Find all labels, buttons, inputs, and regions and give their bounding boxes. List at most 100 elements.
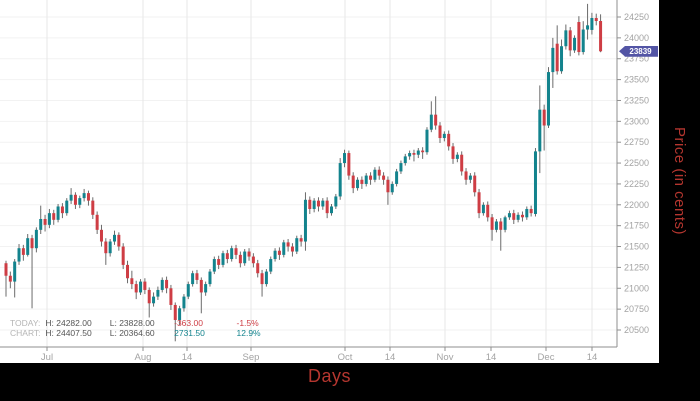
candle-body [438, 125, 442, 139]
y-tick-label: 21250 [624, 262, 649, 272]
candle-body [429, 114, 433, 130]
candle-body [225, 253, 229, 260]
candle-body [156, 289, 160, 297]
candle-body [520, 214, 524, 218]
y-tick-label: 23250 [624, 95, 649, 105]
candle-body [295, 238, 299, 252]
x-tick-label: Jul [41, 352, 53, 363]
candle-body [234, 248, 238, 255]
candle-body [212, 259, 216, 272]
candle-body [299, 238, 303, 242]
y-tick-label: 24250 [624, 12, 649, 22]
candle-body [442, 133, 446, 139]
candle-body [473, 175, 477, 193]
candle-body [238, 254, 242, 264]
candle-body [594, 18, 598, 22]
legend-today-change: -363.00 [174, 318, 203, 328]
candle-body [134, 284, 138, 293]
candle-body [130, 278, 134, 285]
candle-body [590, 18, 594, 30]
legend-today-low: L: 23828.00 [109, 318, 155, 328]
y-axis-title: Price (in cents) [671, 127, 688, 236]
candle-body [282, 242, 286, 255]
candle-body [117, 234, 121, 247]
y-tick-label: 21000 [624, 283, 649, 293]
candle-body [186, 284, 190, 297]
candle-body [126, 264, 130, 279]
candle-body [221, 253, 225, 265]
candle-body [360, 179, 364, 184]
x-tick-label: 14 [587, 352, 598, 363]
candle-body [95, 214, 99, 230]
candle-body [65, 200, 69, 214]
candlestick-chart[interactable]: 20500 20750 21000 21250 21500 21750 22000 22250… [0, 0, 659, 363]
candle-body [408, 153, 412, 157]
candle-body [481, 204, 485, 214]
candle-body [82, 193, 86, 199]
candle-body [104, 241, 108, 254]
y-tick-label: 22250 [624, 179, 649, 189]
candle-body [547, 72, 550, 126]
legend-chart-change: 2731.50 [174, 327, 205, 338]
chart-panel: 20500 20750 21000 21250 21500 21750 22000 22250… [0, 0, 659, 363]
candle-body [30, 238, 34, 249]
candle-body [369, 175, 373, 180]
candle-body [377, 169, 381, 176]
legend-chart-pct: 12.9% [236, 327, 261, 338]
candle-body [464, 171, 468, 180]
candle-body [191, 273, 195, 285]
x-tick-label: Aug [135, 352, 152, 363]
y-tick-label: 23000 [624, 116, 649, 126]
legend-today-label: TODAY: [10, 318, 41, 328]
legend-today-pct: -1.5% [236, 318, 259, 328]
candle-body [568, 30, 572, 51]
candle-body [21, 248, 25, 255]
y-tick-label: 20500 [624, 325, 649, 335]
candle-body [60, 206, 64, 214]
candle-body [325, 200, 329, 214]
candle-body [581, 29, 585, 53]
candle-body [447, 133, 451, 147]
candle-body [343, 153, 347, 164]
candle-body [230, 248, 234, 260]
candle-body [477, 192, 481, 214]
candle-body [13, 261, 17, 282]
y-tick-label: 24000 [624, 33, 649, 43]
candle-body [17, 248, 21, 262]
x-tick-label: Dec [538, 352, 555, 363]
candle-body [494, 221, 498, 230]
candle-body [525, 208, 529, 218]
candle-body [356, 179, 360, 189]
candle-body [147, 289, 151, 304]
stats-legend: TODAY: H: 24282.00 L: 23828.00 -363.00 -… [10, 318, 277, 338]
candle-body [256, 263, 260, 274]
candle-body [303, 199, 307, 242]
candle-body [490, 217, 494, 230]
candle-body [308, 199, 312, 209]
y-tick-label: 23500 [624, 75, 649, 85]
y-tick-label: 22750 [624, 137, 649, 147]
legend-chart-low: L: 20364.60 [109, 327, 155, 338]
candle-body [516, 214, 520, 220]
candle-body [108, 241, 112, 254]
candle-body [412, 153, 416, 155]
candle-body [4, 263, 8, 276]
candle-body [56, 206, 60, 220]
candle-body [460, 154, 464, 172]
candle-body [195, 273, 199, 280]
candle-body [243, 251, 247, 264]
candle-body [555, 43, 559, 72]
candle-body [321, 200, 325, 207]
candle-body [273, 250, 277, 260]
y-tick-label: 22500 [624, 158, 649, 168]
candle-body [143, 281, 147, 290]
candle-body [139, 281, 143, 293]
candle-body [165, 279, 169, 289]
candle-body [451, 146, 455, 159]
candle-body [421, 150, 425, 153]
candle-body [538, 109, 542, 152]
candle-body [512, 213, 516, 220]
x-axis-title: Days [307, 366, 351, 386]
candle-body [533, 151, 537, 214]
